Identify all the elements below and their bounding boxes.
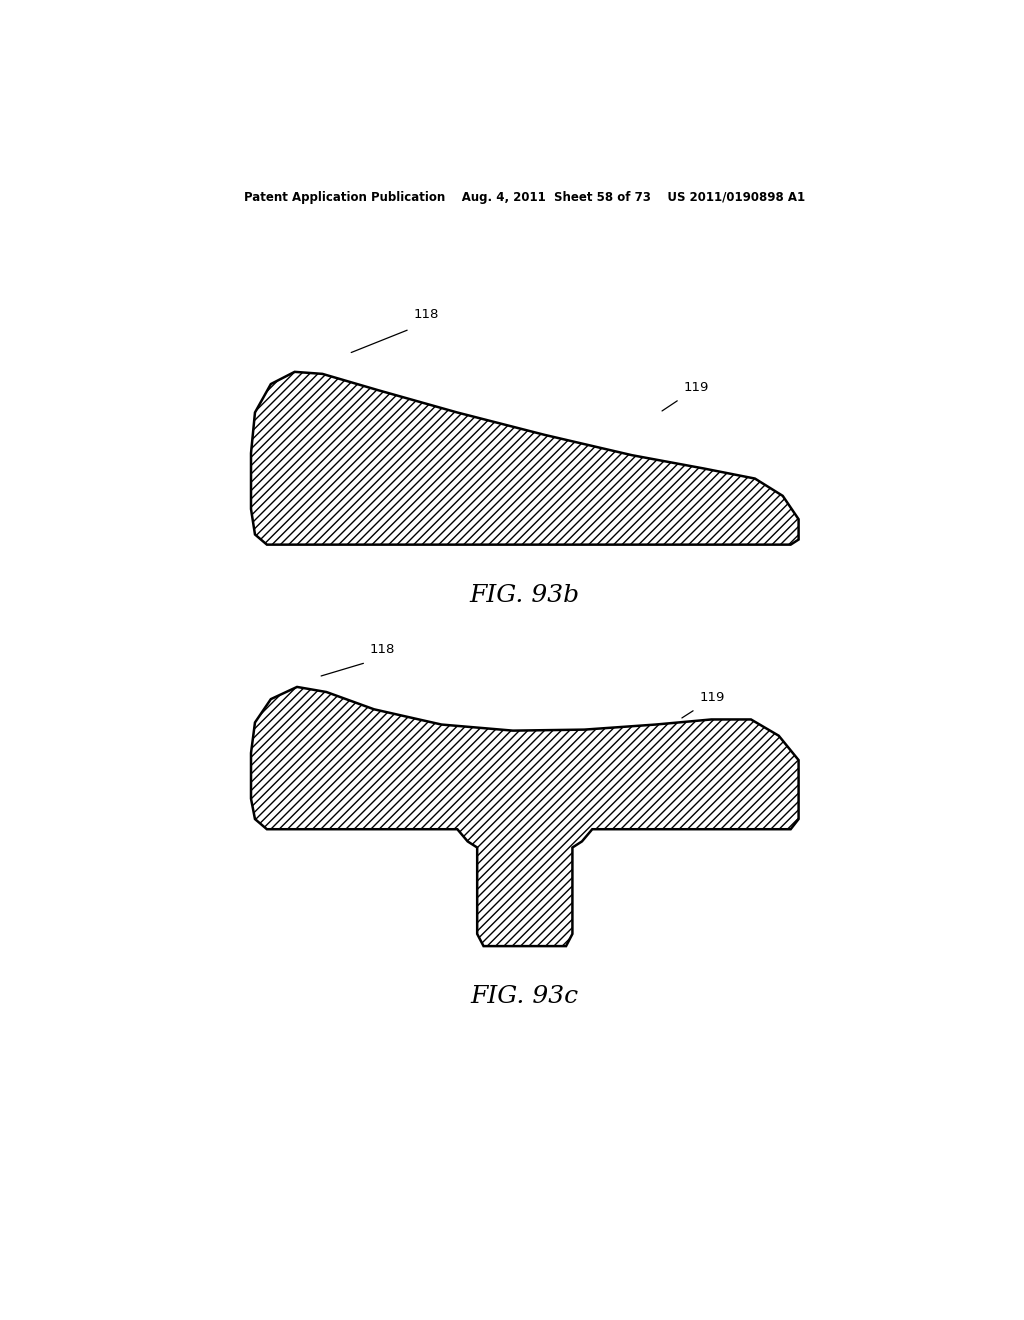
Text: 118: 118 [414,308,439,321]
Text: FIG. 93b: FIG. 93b [470,583,580,607]
Polygon shape [251,372,799,545]
Text: 119: 119 [699,692,725,704]
Text: Patent Application Publication    Aug. 4, 2011  Sheet 58 of 73    US 2011/019089: Patent Application Publication Aug. 4, 2… [245,190,805,203]
Text: 118: 118 [370,643,395,656]
Text: 119: 119 [684,381,709,395]
Polygon shape [251,686,799,946]
Text: FIG. 93c: FIG. 93c [471,986,579,1008]
